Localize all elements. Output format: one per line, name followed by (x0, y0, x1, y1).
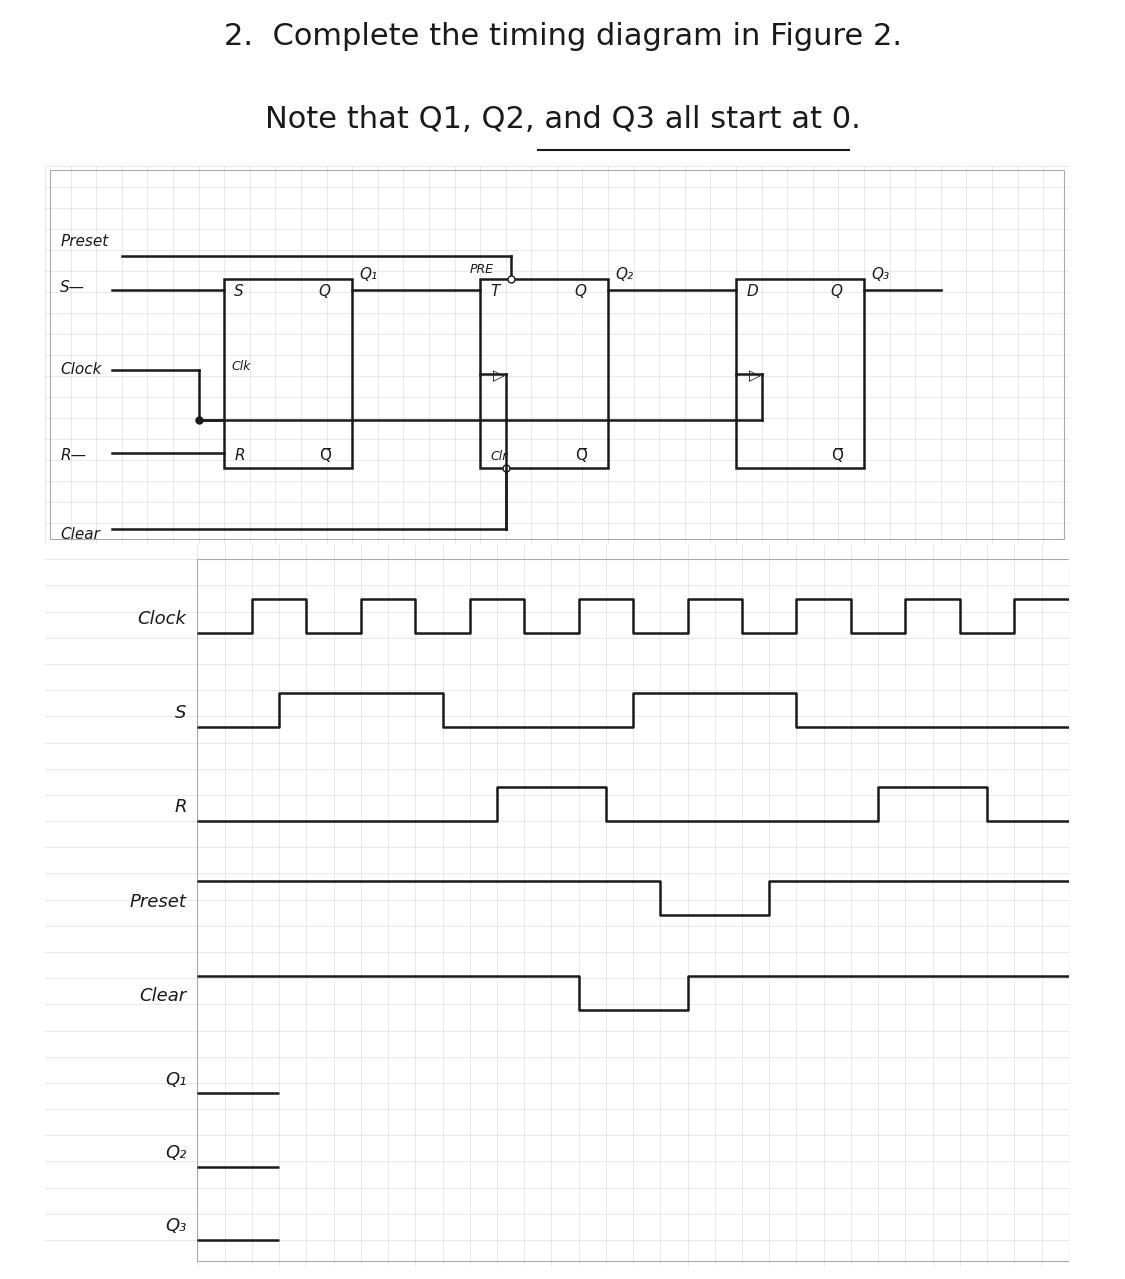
Text: Q₁: Q₁ (165, 1071, 187, 1088)
Text: Clear: Clear (61, 527, 100, 542)
Text: D: D (746, 284, 758, 299)
Bar (736, 280, 864, 468)
Text: R—: R— (61, 448, 87, 463)
Text: T: T (490, 284, 500, 299)
Text: Clock: Clock (61, 362, 102, 377)
Text: S: S (234, 284, 244, 299)
Text: ▷: ▷ (493, 368, 505, 384)
Text: Q̅: Q̅ (318, 448, 331, 463)
Text: Q₂: Q₂ (165, 1145, 187, 1163)
Text: Q₃: Q₃ (872, 267, 890, 283)
Text: PRE: PRE (470, 263, 494, 276)
Text: R: R (174, 798, 187, 816)
Text: Preset: Preset (129, 893, 187, 911)
Text: Clk: Clk (232, 359, 251, 372)
Text: S—: S— (61, 280, 86, 295)
Bar (480, 280, 608, 468)
Text: S: S (176, 705, 187, 723)
Bar (224, 280, 352, 468)
Text: Q: Q (575, 284, 587, 299)
Text: Preset: Preset (61, 234, 109, 249)
Text: Q: Q (830, 284, 843, 299)
Text: Clock: Clock (137, 610, 187, 628)
Text: Clear: Clear (140, 987, 187, 1005)
Text: Q̅: Q̅ (830, 448, 843, 463)
Text: 2.  Complete the timing diagram in Figure 2.: 2. Complete the timing diagram in Figure… (224, 22, 901, 51)
Text: ▷: ▷ (749, 368, 760, 384)
Text: Q₁: Q₁ (360, 267, 378, 283)
Text: Q: Q (318, 284, 331, 299)
Text: Q₃: Q₃ (165, 1218, 187, 1236)
Text: Q₂: Q₂ (615, 267, 633, 283)
Text: Clr: Clr (490, 450, 507, 463)
Bar (198, 559, 1069, 1261)
Text: Q̅: Q̅ (575, 448, 587, 463)
Text: R: R (234, 448, 245, 463)
Text: Note that Q1, Q2, and Q3 all start at 0.: Note that Q1, Q2, and Q3 all start at 0. (264, 105, 861, 134)
